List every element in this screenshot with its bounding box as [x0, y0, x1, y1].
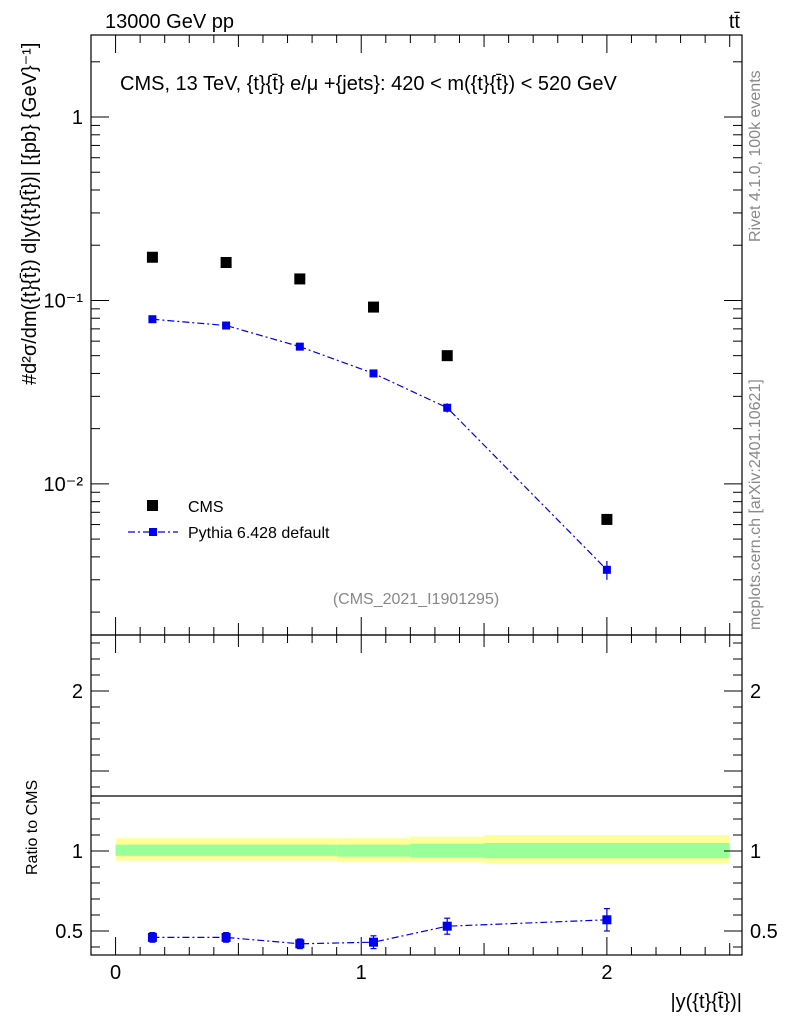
ratio-panel: 0.5 0.5 1 1 2 2 0 1 2 Ratio to CMS |y({t}{t̄})| [24, 634, 778, 1013]
ratio-pythia-point [442, 921, 452, 931]
ratio-xlabel: |y({t}{t̄})| [670, 991, 742, 1013]
main-y-tick-label: 10⁻² [44, 474, 84, 496]
main-panel: 1 10⁻¹ 10⁻² CMS, 13 TeV, {t}{t̄} e/μ +{jet… [19, 34, 743, 636]
main-ylabel: #d²σ/dm({t}{t̄}) d|y({t}{t̄})| [{pb} {Ge… [19, 43, 41, 385]
legend-cms-label: CMS [188, 499, 224, 516]
pythia-point [369, 369, 378, 378]
pythia-point [443, 403, 452, 412]
pythia-point [148, 315, 157, 324]
ratio-bands [115, 835, 730, 864]
ratio-y-tick-label-left: 1 [72, 841, 83, 863]
ratio-pythia-point [602, 915, 612, 925]
rivet-label: Rivet 4.1.0, 100k events [747, 70, 764, 242]
ratio-x-tick-label: 0 [110, 962, 121, 984]
ratio-pythia-point [147, 932, 157, 942]
ratio-band-green [484, 843, 730, 859]
ratio-pythia-line [152, 919, 607, 945]
legend-cms-marker [147, 500, 158, 511]
pythia-point [602, 565, 611, 574]
ratio-pythia-point [295, 939, 305, 949]
process-label: tt̄ [729, 11, 741, 33]
cms-point [368, 301, 380, 313]
legend-pythia-marker [149, 528, 157, 536]
site-label: mcplots.cern.ch [arXiv:2401.10621] [747, 379, 764, 630]
ratio-y-tick-label-left: 0.5 [55, 921, 83, 943]
legend: CMS Pythia 6.428 default [128, 499, 330, 542]
ratio-band-green [410, 843, 485, 858]
ratio-y-tick-label-left: 2 [72, 681, 83, 703]
energy-label: 13000 GeV pp [105, 11, 234, 33]
ratio-y-tick-label-right: 2 [750, 681, 761, 703]
cms-point [146, 251, 158, 263]
ratio-pythia-point [221, 932, 231, 942]
ratio-axis-ticks: 0.5 0.5 1 1 2 2 0 1 2 [55, 635, 778, 984]
main-title: CMS, 13 TeV, {t}{t̄} e/μ +{jets}: 420 < … [120, 73, 618, 95]
cms-point [441, 350, 453, 362]
pythia-point [295, 342, 304, 351]
ratio-x-tick-label: 2 [601, 962, 612, 984]
ratio-ylabel: Ratio to CMS [24, 780, 41, 875]
main-plot-frame [90, 34, 743, 636]
ratio-y-tick-label-right: 1 [750, 841, 761, 863]
main-y-tick-label: 10⁻¹ [44, 290, 84, 312]
ratio-pythia-point [369, 937, 379, 947]
ratio-x-tick-label: 1 [356, 962, 367, 984]
cms-point [601, 513, 613, 525]
ratio-y-tick-label-right: 0.5 [750, 921, 778, 943]
main-series [146, 251, 613, 580]
watermark: (CMS_2021_I1901295) [333, 591, 499, 608]
ratio-series [147, 907, 612, 950]
legend-pythia-label: Pythia 6.428 default [188, 525, 330, 542]
main-y-tick-label: 1 [72, 107, 83, 129]
cms-point [294, 273, 306, 285]
main-axis-ticks: 1 10⁻¹ 10⁻² [44, 35, 742, 635]
pythia-point [222, 321, 231, 330]
ratio-plot-frame [90, 634, 743, 956]
cms-point [220, 257, 232, 269]
pythia-line [152, 318, 608, 571]
ratio-band-green [336, 844, 411, 857]
ratio-band-green [115, 844, 337, 856]
